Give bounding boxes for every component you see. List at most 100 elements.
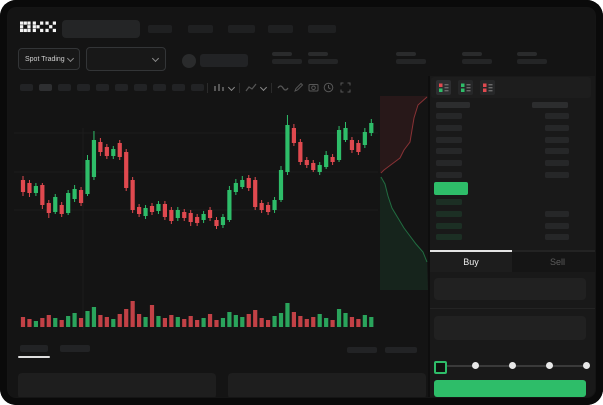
- indicator-icon: [245, 83, 257, 92]
- book-asks-only-icon[interactable]: [480, 80, 495, 95]
- ask-row-amount: [545, 160, 569, 167]
- ask-row-amount: [545, 124, 569, 131]
- stat-value-placeholder: [517, 59, 547, 64]
- chart-bottom-tab[interactable]: [60, 345, 90, 352]
- buy-submit-button[interactable]: [434, 380, 586, 397]
- ask-row-price[interactable]: [436, 148, 462, 155]
- tab-sell-label: Sell: [549, 257, 565, 267]
- bid-row-amount: [545, 222, 569, 229]
- slider-stop[interactable]: [583, 362, 590, 369]
- chart-bottom-tab-underline: [18, 356, 50, 358]
- stat-value-placeholder: [308, 59, 338, 64]
- bottom-panel-right: [228, 373, 426, 399]
- tab-sell[interactable]: Sell: [512, 250, 603, 272]
- ask-row-price[interactable]: [436, 113, 462, 119]
- stat-label-placeholder: [308, 52, 328, 56]
- nav-item[interactable]: [148, 25, 172, 33]
- expand-icon: [340, 82, 351, 93]
- toolbar-interval-button[interactable]: [77, 84, 90, 91]
- depth-chart: [380, 96, 428, 290]
- interval-select[interactable]: [213, 83, 236, 93]
- ask-row-amount: [545, 136, 569, 143]
- slider-stop[interactable]: [546, 362, 553, 369]
- ask-row-price[interactable]: [436, 160, 462, 167]
- toolbar-interval-button[interactable]: [134, 84, 147, 91]
- ask-row-price[interactable]: [436, 136, 462, 143]
- stat-label-placeholder: [272, 52, 292, 56]
- orderbook-header-price: [436, 102, 470, 108]
- camera-icon: [308, 84, 319, 92]
- nav-item[interactable]: [308, 25, 336, 33]
- ask-row-amount: [545, 113, 569, 119]
- slider-stop[interactable]: [472, 362, 479, 369]
- candlestick-chart[interactable]: [14, 98, 378, 330]
- okx-logo[interactable]: [20, 21, 56, 33]
- pair-selector-dropdown[interactable]: [86, 47, 166, 71]
- wave-icon: [277, 85, 289, 91]
- market-mode-dropdown[interactable]: Spot Trading: [18, 48, 80, 70]
- amount-input[interactable]: [434, 316, 586, 340]
- snapshot-button[interactable]: [308, 82, 319, 92]
- bid-row-amount: [545, 234, 569, 241]
- pencil-icon: [294, 82, 304, 92]
- stat-value-placeholder: [396, 59, 426, 64]
- toolbar-interval-button[interactable]: [153, 84, 166, 91]
- toolbar-interval-button[interactable]: [115, 84, 128, 91]
- ask-row-amount: [545, 172, 569, 178]
- coin-avatar: [182, 54, 196, 68]
- chevron-down-icon: [66, 54, 75, 62]
- panel-divider: [428, 76, 430, 399]
- ask-row-price[interactable]: [436, 172, 462, 178]
- line-style-button[interactable]: [277, 84, 289, 92]
- search-input[interactable]: [62, 20, 140, 38]
- okx-logo-icon: [20, 21, 56, 33]
- draw-button[interactable]: [293, 82, 304, 93]
- bid-row-price[interactable]: [436, 210, 462, 217]
- nav-item[interactable]: [228, 25, 255, 33]
- fullscreen-button[interactable]: [340, 82, 351, 93]
- ask-row-price[interactable]: [436, 124, 462, 131]
- ask-row-amount: [545, 148, 569, 155]
- bid-row-price[interactable]: [436, 234, 462, 241]
- toolbar-interval-button[interactable]: [172, 84, 185, 91]
- pair-name-placeholder: [200, 54, 248, 67]
- stat-label-placeholder: [396, 52, 416, 56]
- chevron-down-icon: [227, 83, 236, 91]
- stat-value-placeholder: [462, 59, 492, 64]
- toolbar-interval-button[interactable]: [96, 84, 109, 91]
- toolbar-interval-button[interactable]: [58, 84, 71, 91]
- toolbar-interval-button[interactable]: [20, 84, 33, 91]
- slider-stop[interactable]: [509, 362, 516, 369]
- bid-row-price[interactable]: [436, 222, 462, 229]
- bid-row-amount: [545, 210, 569, 217]
- tab-buy-label: Buy: [463, 257, 479, 267]
- chart-footer-control[interactable]: [347, 347, 377, 353]
- orderbook-mode-strip: [431, 77, 591, 98]
- tab-buy[interactable]: Buy: [430, 250, 512, 272]
- orderbook-panel: [430, 76, 603, 405]
- stat-label-placeholder: [517, 52, 537, 56]
- chart-bottom-tab-active[interactable]: [20, 345, 48, 352]
- price-input[interactable]: [434, 278, 586, 300]
- chevron-down-icon: [151, 54, 160, 62]
- clock-icon: [323, 82, 334, 93]
- bid-row-price[interactable]: [436, 199, 462, 205]
- bottom-panel-left: [18, 373, 216, 399]
- nav-item[interactable]: [188, 25, 213, 33]
- slider-handle[interactable]: [434, 361, 447, 374]
- chart-footer-control[interactable]: [385, 347, 417, 353]
- market-mode-label: Spot Trading: [25, 55, 65, 63]
- toolbar-interval-button[interactable]: [191, 84, 204, 91]
- stat-label-placeholder: [462, 52, 482, 56]
- nav-item[interactable]: [268, 25, 293, 33]
- orderbook-header-amount: [532, 102, 568, 108]
- form-divider: [430, 308, 603, 309]
- chevron-down-icon: [259, 83, 268, 91]
- book-combined-icon[interactable]: [436, 80, 451, 95]
- history-button[interactable]: [323, 82, 334, 93]
- book-bids-only-icon[interactable]: [458, 80, 473, 95]
- indicator-select[interactable]: [245, 83, 268, 93]
- last-price-badge[interactable]: [434, 182, 468, 195]
- toolbar-interval-button[interactable]: [39, 84, 52, 91]
